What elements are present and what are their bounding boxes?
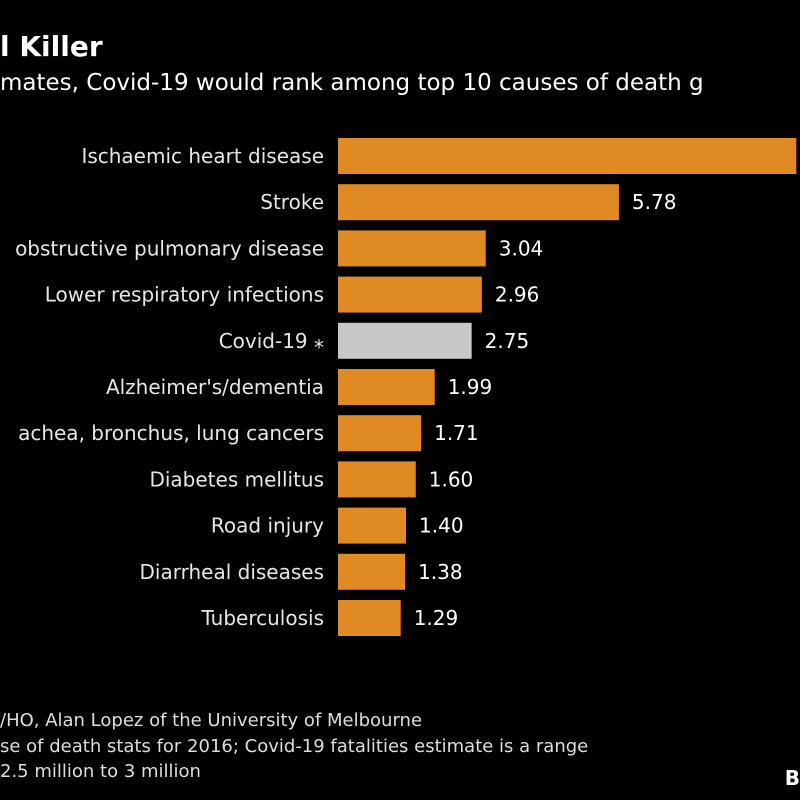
bar-0 (338, 138, 797, 174)
bar-1 (338, 184, 619, 221)
value-label-10: 1.29 (414, 606, 459, 630)
bar-7 (338, 461, 416, 498)
bar-6 (338, 415, 422, 452)
value-label-4: 2.75 (485, 329, 530, 353)
category-label-0: Ischaemic heart disease (81, 144, 324, 168)
category-label-4: Covid-19 ⁎ (219, 329, 324, 353)
bar-10 (338, 600, 401, 636)
category-label-9: Diarrheal diseases (140, 560, 324, 584)
bar-4 (338, 322, 472, 359)
footnote-line-1: se of death stats for 2016; Covid-19 fat… (0, 736, 589, 757)
category-label-2: obstructive pulmonary disease (15, 236, 324, 260)
value-label-9: 1.38 (418, 560, 463, 584)
category-label-6: achea, bronchus, lung cancers (18, 421, 324, 445)
footnote-line-2: 2.5 million to 3 million (0, 761, 201, 782)
chart-title: l Killer (0, 30, 103, 63)
bar-5 (338, 369, 435, 405)
value-label-7: 1.60 (429, 467, 474, 491)
value-label-8: 1.40 (419, 514, 464, 538)
value-label-3: 2.96 (495, 283, 540, 307)
category-label-1: Stroke (260, 190, 324, 214)
bar-2 (338, 230, 486, 267)
value-label-2: 3.04 (499, 236, 544, 260)
category-label-5: Alzheimer's/dementia (106, 375, 324, 399)
bar-9 (338, 553, 406, 590)
bar-3 (338, 276, 482, 313)
category-label-3: Lower respiratory infections (45, 283, 324, 307)
category-label-7: Diabetes mellitus (149, 467, 324, 491)
category-label-8: Road injury (211, 514, 324, 538)
bloomberg-logo: B (784, 766, 800, 790)
value-label-1: 5.78 (632, 190, 677, 214)
bar-chart: Ischaemic heart disease Stroke 5.78 obstruc… (15, 138, 797, 636)
bar-8 (338, 507, 407, 544)
chart-subtitle: mates, Covid-19 would rank among top 10 … (0, 70, 704, 96)
value-label-6: 1.71 (434, 421, 479, 445)
category-label-10: Tuberculosis (201, 606, 325, 630)
value-label-5: 1.99 (448, 375, 493, 399)
source-note: /HO, Alan Lopez of the University of Mel… (0, 710, 423, 731)
